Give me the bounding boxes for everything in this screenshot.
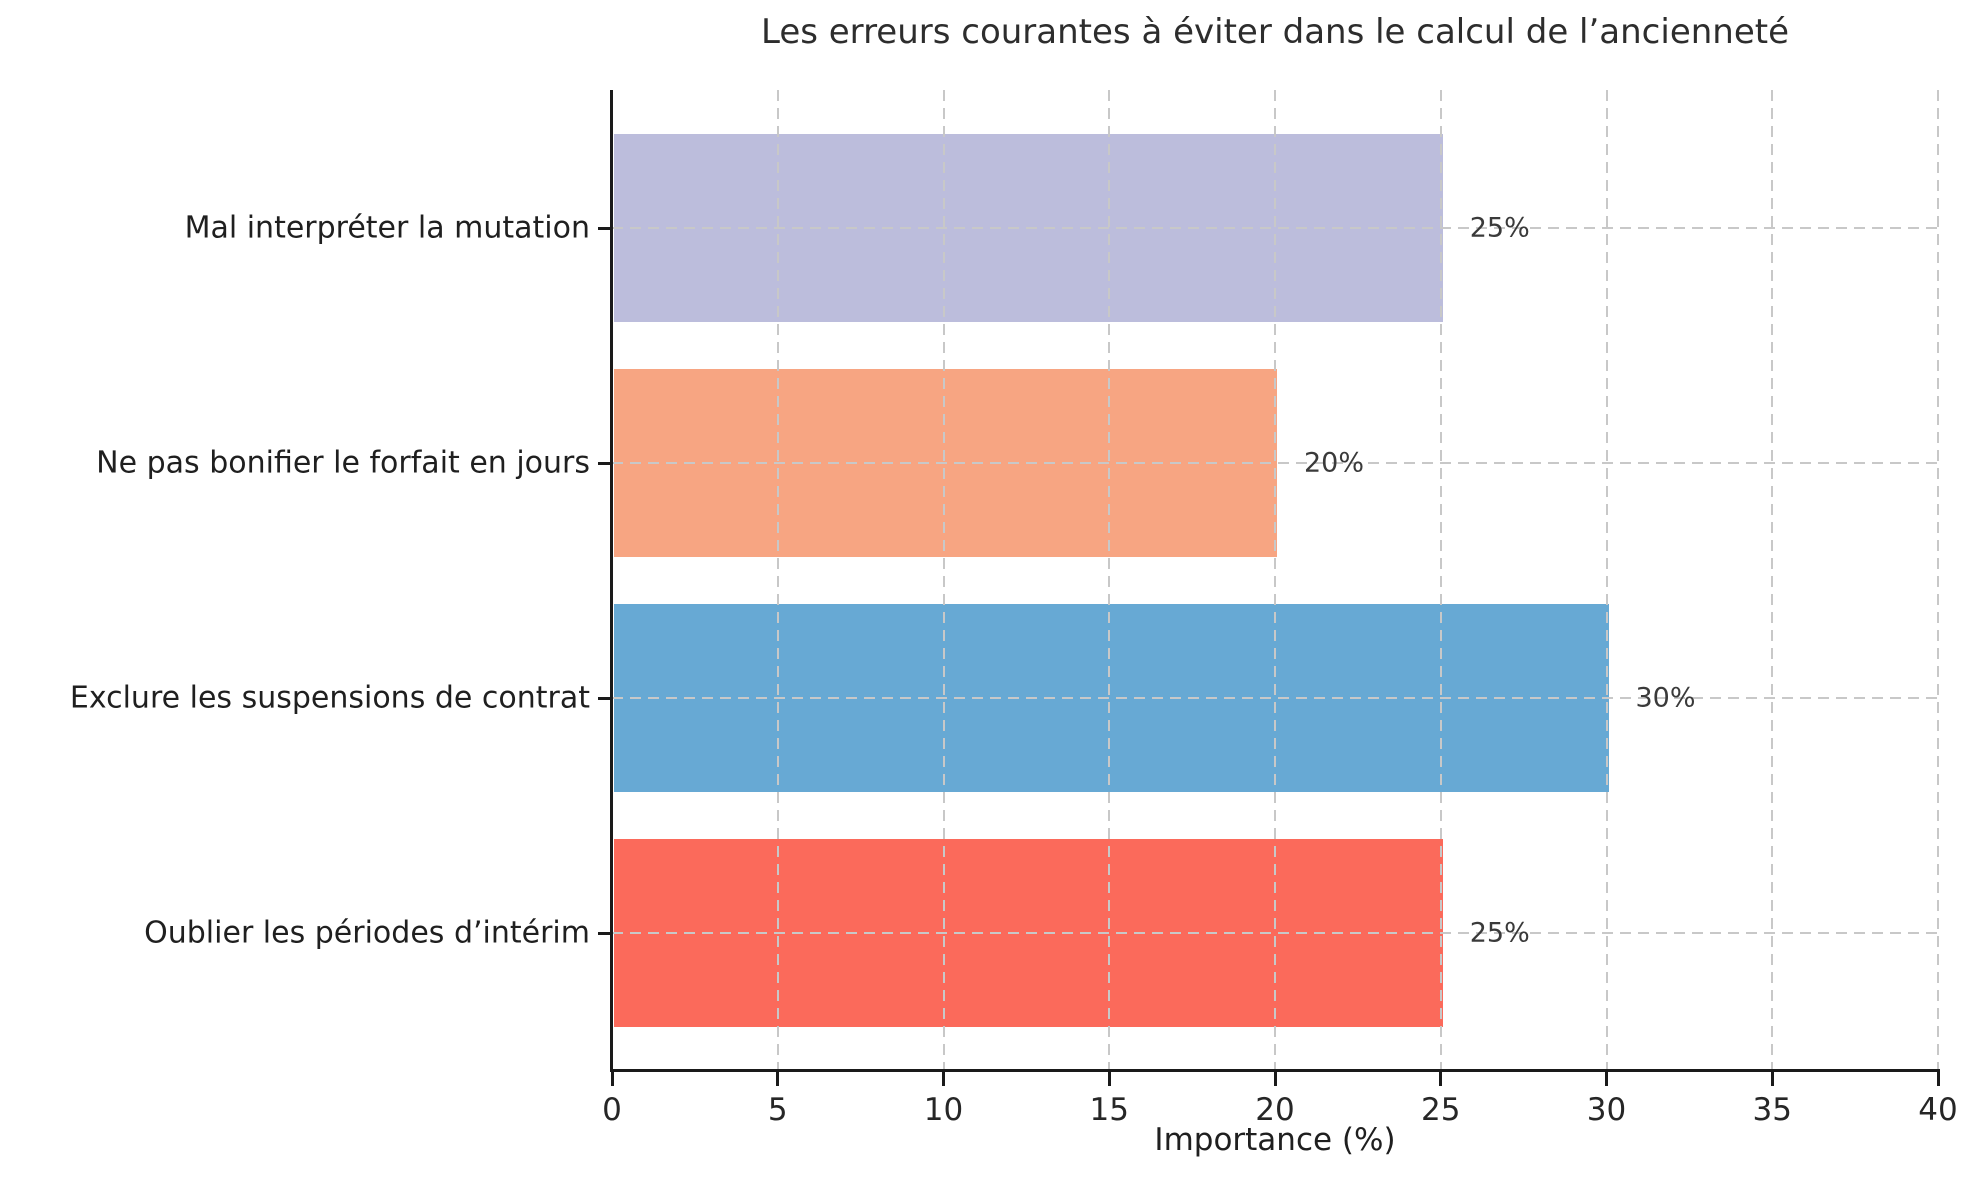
- x-tick-mark: [1107, 1072, 1111, 1086]
- x-tick-label: 10: [923, 1092, 964, 1128]
- y-category-label: Exclure les suspensions de contrat: [69, 680, 590, 716]
- x-tick-mark: [1605, 1072, 1608, 1086]
- vertical-gridline: [942, 90, 945, 1070]
- horizontal-gridline: [612, 697, 1938, 699]
- y-axis-spine: [610, 90, 613, 1072]
- bar-value-label: 25%: [1469, 212, 1530, 244]
- x-tick-label: 40: [1918, 1092, 1958, 1128]
- vertical-gridline: [1771, 90, 1774, 1070]
- y-category-label: Mal interpréter la mutation: [184, 210, 590, 246]
- vertical-gridline: [1605, 90, 1608, 1070]
- x-tick-label: 20: [1255, 1092, 1295, 1128]
- y-tick-mark: [598, 461, 610, 465]
- vertical-gridline: [1937, 90, 1939, 1070]
- x-tick-mark: [942, 1072, 945, 1086]
- horizontal-gridline: [612, 462, 1938, 464]
- y-tick-mark: [598, 931, 610, 935]
- x-tick-mark: [776, 1072, 780, 1086]
- x-tick-mark: [1770, 1072, 1774, 1086]
- x-tick-label: 35: [1752, 1092, 1792, 1128]
- horizontal-gridline: [612, 227, 1938, 229]
- x-tick-label: 30: [1586, 1092, 1627, 1128]
- vertical-gridline: [776, 90, 779, 1070]
- chart-title: Les erreurs courantes à éviter dans le c…: [760, 12, 1790, 52]
- x-tick-mark: [610, 1072, 614, 1086]
- vertical-gridline: [1439, 90, 1442, 1070]
- x-tick-mark: [1439, 1072, 1443, 1086]
- x-tick-mark: [1273, 1072, 1277, 1086]
- y-category-label: Ne pas bonifier le forfait en jours: [96, 445, 590, 481]
- horizontal-gridline: [612, 932, 1938, 934]
- bar-value-label: 20%: [1304, 447, 1365, 479]
- x-tick-label: 5: [767, 1092, 788, 1128]
- x-tick-label: 25: [1421, 1092, 1461, 1128]
- bar-value-label: 25%: [1469, 917, 1530, 949]
- vertical-gridline: [1274, 90, 1276, 1070]
- y-category-label: Oublier les périodes d’intérim: [144, 915, 590, 951]
- y-tick-mark: [598, 226, 610, 230]
- x-tick-label: 15: [1089, 1092, 1129, 1128]
- x-tick-mark: [1936, 1072, 1940, 1086]
- x-axis-label: Importance (%): [1154, 1122, 1396, 1158]
- bar-value-label: 30%: [1635, 682, 1696, 714]
- x-tick-label: 0: [602, 1092, 622, 1128]
- vertical-gridline: [1108, 90, 1111, 1070]
- y-tick-mark: [598, 696, 610, 700]
- x-axis-spine: [610, 1069, 1940, 1072]
